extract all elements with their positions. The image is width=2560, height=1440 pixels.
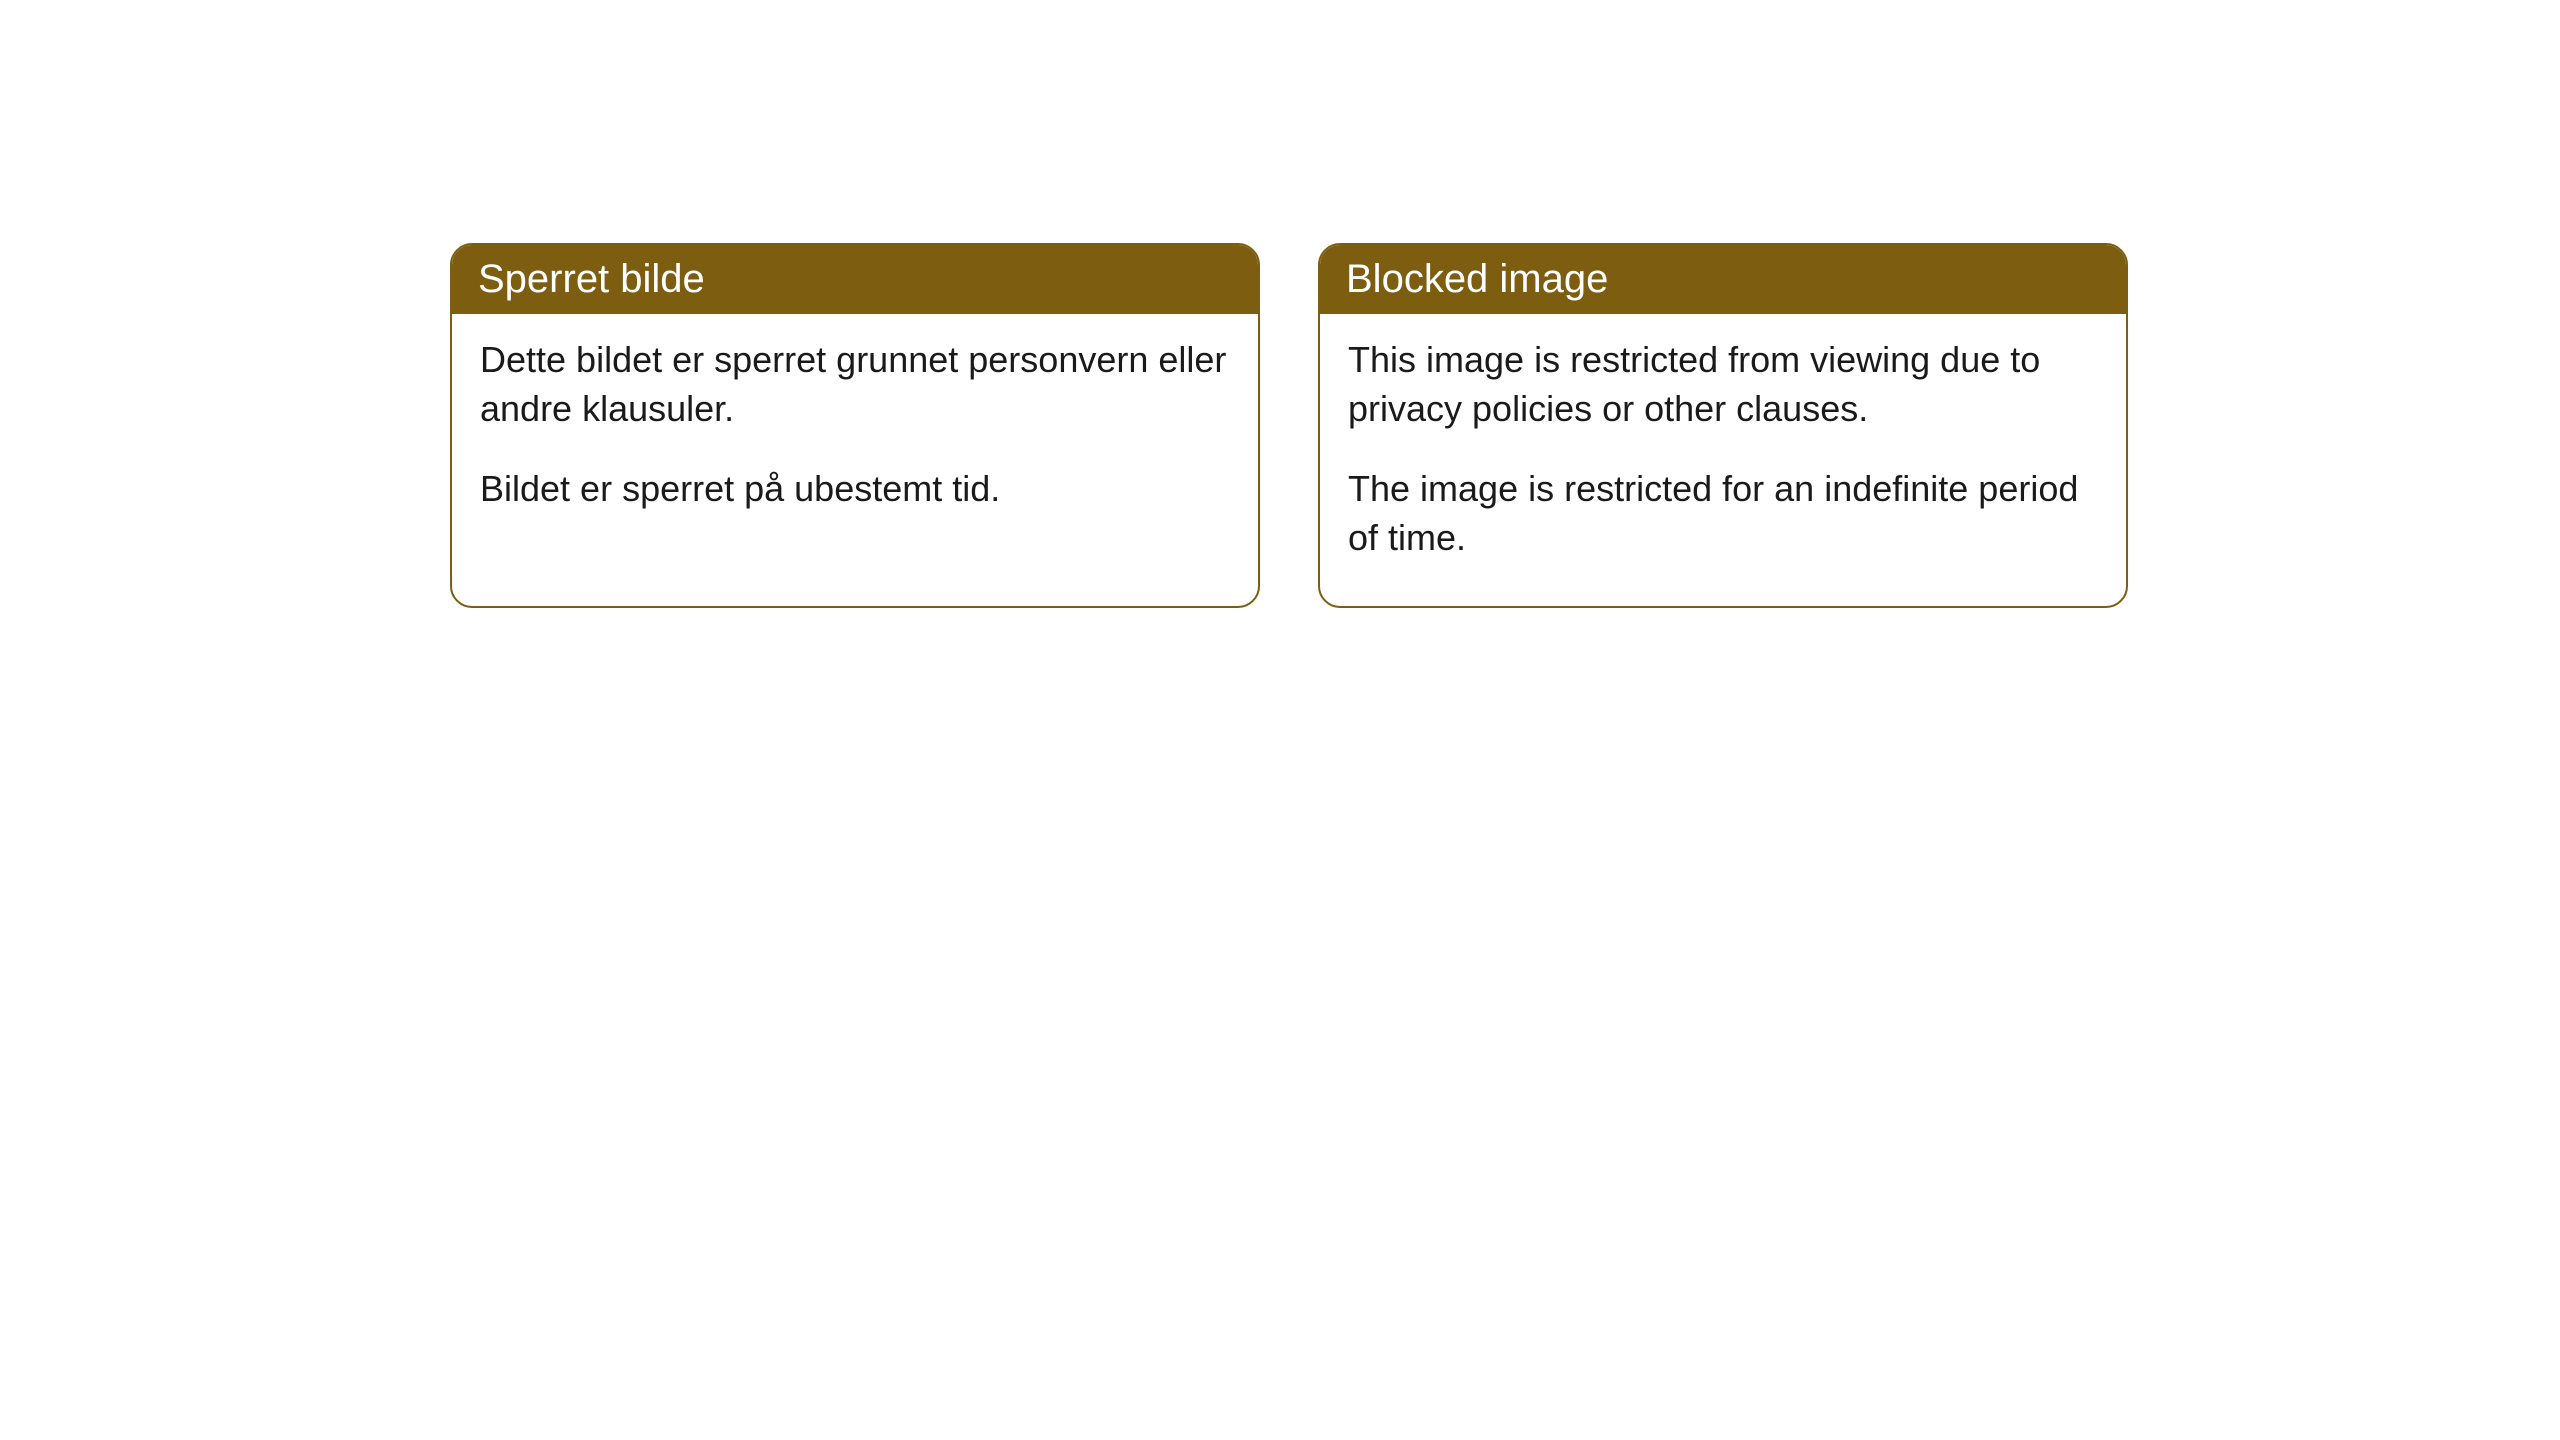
card-header-english: Blocked image [1320,245,2126,314]
card-title-english: Blocked image [1346,257,1608,301]
card-body-norwegian: Dette bildet er sperret grunnet personve… [452,314,1258,558]
card-title-norwegian: Sperret bilde [478,257,705,301]
card-paragraph-2-english: The image is restricted for an indefinit… [1348,465,2098,562]
blocked-image-card-english: Blocked image This image is restricted f… [1318,243,2128,608]
card-container: Sperret bilde Dette bildet er sperret gr… [0,0,2560,608]
card-paragraph-1-norwegian: Dette bildet er sperret grunnet personve… [480,336,1230,433]
blocked-image-card-norwegian: Sperret bilde Dette bildet er sperret gr… [450,243,1260,608]
card-paragraph-1-english: This image is restricted from viewing du… [1348,336,2098,433]
card-header-norwegian: Sperret bilde [452,245,1258,314]
card-body-english: This image is restricted from viewing du… [1320,314,2126,606]
card-paragraph-2-norwegian: Bildet er sperret på ubestemt tid. [480,465,1230,514]
